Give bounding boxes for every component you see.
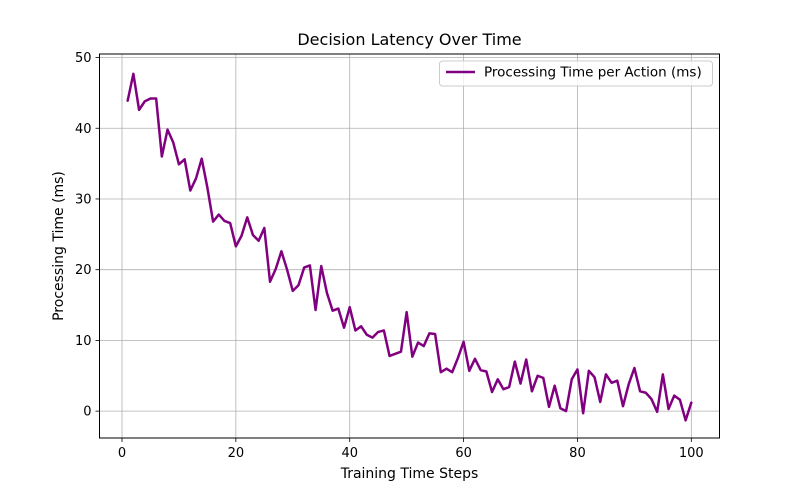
y-tick-label: 30 (75, 192, 92, 207)
grid (99, 54, 720, 438)
legend-label: Processing Time per Action (ms) (484, 65, 702, 81)
x-tick-label: 60 (455, 446, 472, 461)
x-tick-label: 20 (228, 446, 245, 461)
legend: Processing Time per Action (ms) (439, 60, 713, 87)
x-axis-label: Training Time Steps (340, 466, 479, 482)
x-tick-label: 40 (341, 446, 358, 461)
y-tick-label: 20 (75, 263, 92, 278)
legend-box (439, 60, 713, 87)
x-tick-label: 80 (569, 446, 586, 461)
series-line (126, 72, 693, 422)
plot-frame (99, 53, 720, 439)
y-tick-label: 0 (83, 405, 91, 420)
axis-ticks: 0 20 40 60 80 100 0 10 20 30 40 50 (75, 51, 704, 461)
x-tick-label: 0 (118, 446, 126, 461)
y-tick-label: 10 (75, 334, 92, 349)
y-tick-label: 50 (75, 51, 92, 66)
y-tick-label: 40 (75, 122, 92, 137)
x-tick-label: 100 (679, 446, 704, 461)
series-layer (126, 72, 693, 422)
y-axis-label: Processing Time (ms) (51, 171, 67, 321)
chart-title: Decision Latency Over Time (297, 30, 521, 49)
